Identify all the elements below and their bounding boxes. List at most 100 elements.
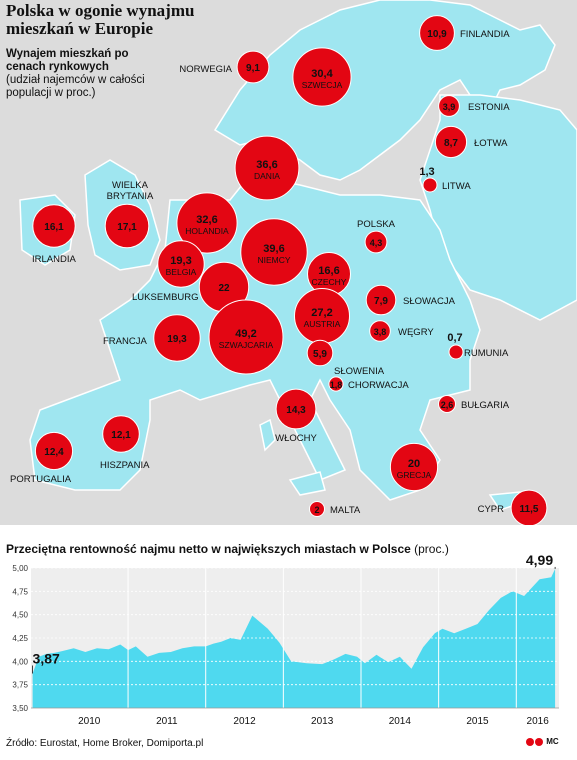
x-tick-label-2013: 2013 (311, 716, 334, 727)
y-tick-label: 4,00 (12, 657, 28, 666)
bubble-wegry (369, 320, 391, 342)
bubble-lotwa (434, 125, 468, 159)
bubble-grecja (389, 442, 439, 492)
map-subtitle-note: (udział najemców w całości populacji w p… (6, 74, 145, 99)
country-label-hiszpania: HISZPANIA (100, 460, 150, 471)
bubble-finlandia (419, 15, 455, 51)
y-tick-label: 5,00 (12, 564, 28, 573)
country-label-estonia: ESTONIA (468, 102, 510, 113)
country-label-cypr: CYPR (478, 504, 505, 515)
country-label-grecja: GRECJA (397, 470, 432, 480)
value-label-irlandia: 16,1 (44, 222, 64, 233)
x-tick-label-2010: 2010 (78, 716, 101, 727)
value-label-szwajcaria: 49,2 (235, 328, 256, 340)
bubble-wlochy (275, 388, 317, 430)
value-label-slowacja: 7,9 (374, 296, 388, 307)
value-label-cypr: 11,5 (520, 504, 539, 515)
value-label-wegry: 3,8 (374, 327, 387, 337)
publisher-logo: MC (526, 737, 559, 746)
annotation-label: 3,87 (33, 650, 60, 666)
value-label-lotwa: 8,7 (444, 138, 458, 149)
value-label-grecja: 20 (408, 458, 420, 470)
value-label-portugalia: 12,4 (44, 447, 64, 458)
value-label-belgia: 19,3 (170, 255, 191, 267)
x-tick-label-2012: 2012 (233, 716, 256, 727)
value-label-czechy: 16,6 (318, 265, 339, 277)
y-tick-label: 4,50 (12, 611, 28, 620)
bubble-szwajcaria (208, 299, 284, 375)
country-label-szwajcaria: SZWAJCARIA (219, 340, 274, 350)
country-label-lotwa: ŁOTWA (474, 138, 508, 149)
country-label-belgia: BELGIA (166, 267, 197, 277)
country-label-litwa: LITWA (442, 181, 471, 192)
y-tick-label: 3,50 (12, 704, 28, 713)
bubble-portugalia (34, 431, 74, 471)
value-label-estonia: 3,9 (443, 102, 456, 112)
bubble-niemcy (240, 218, 308, 286)
value-label-niemcy: 39,6 (263, 243, 284, 255)
bubble-litwa (422, 177, 438, 193)
line-chart-title-text: Przeciętna rentowność najmu netto w najw… (6, 542, 411, 556)
bubble-cypr (510, 489, 548, 525)
bubble-slowacja (365, 284, 397, 316)
country-label-irlandia: IRLANDIA (32, 254, 76, 265)
bubble-szwecja (292, 47, 352, 107)
country-label-luksemburg: LUKSEMBURG (132, 292, 199, 303)
value-label-polska: 4,3 (370, 238, 383, 248)
value-label-szwecja: 30,4 (311, 68, 333, 80)
country-label-slowacja: SŁOWACJA (403, 296, 456, 307)
line-chart-unit: (proc.) (414, 542, 449, 556)
country-label-niemcy: NIEMCY (257, 255, 290, 265)
value-label-chorwacja: 1,8 (330, 380, 343, 390)
country-label-portugalia: PORTUGALIA (10, 474, 72, 485)
country-label-dania: DANIA (254, 171, 280, 181)
country-label-szwecja: SZWECJA (302, 80, 343, 90)
country-label-czechy: CZECHY (312, 277, 347, 287)
country-label-chorwacja: CHORWACJA (348, 380, 409, 391)
y-tick-label: 4,25 (12, 634, 28, 643)
bubble-rumunia (448, 344, 464, 360)
bubble-belgia (157, 240, 205, 288)
x-tick-label-2016: 2016 (527, 716, 550, 727)
bubble-holandia (176, 192, 238, 254)
annotation-label: 4,99 (526, 555, 553, 568)
value-label-slowenia: 5,9 (313, 349, 327, 360)
page-title: Polska w ogonie wynajmu mieszkań w Europ… (6, 1, 195, 38)
bubble-bulgaria (438, 395, 456, 413)
country-label-austria: AUSTRIA (304, 319, 341, 329)
logo-dot-1 (526, 737, 534, 746)
country-label-holandia: HOLANDIA (185, 226, 229, 236)
logo-text: MC (546, 737, 559, 746)
country-label-wegry: WĘGRY (398, 327, 434, 338)
value-label-finlandia: 10,9 (427, 29, 447, 40)
map-subtitle: Wynajem mieszkań po cenach rynkowych (ud… (6, 48, 166, 100)
value-label-luksemburg: 22 (218, 283, 230, 294)
bubble-malta (309, 501, 325, 517)
map-subtitle-bold: Wynajem mieszkań po cenach rynkowych (6, 48, 129, 73)
logo-dot-2 (535, 737, 543, 746)
yield-area (32, 568, 556, 708)
x-tick-label-2015: 2015 (466, 716, 489, 727)
bubble-francja (153, 314, 201, 362)
country-label-norwegia: NORWEGIA (179, 64, 232, 75)
source-note: Źródło: Eurostat, Home Broker, Domiporta… (6, 738, 204, 749)
country-label-slowenia: SŁOWENIA (334, 366, 385, 377)
land-sardinia (259, 418, 276, 452)
line-chart-title: Przeciętna rentowność najmu netto w najw… (6, 542, 449, 556)
country-label-wlochy: WŁOCHY (275, 433, 317, 444)
bubble-wielka-brytania (104, 203, 150, 249)
bubble-dania (234, 135, 300, 201)
bubble-estonia (438, 95, 460, 117)
value-label-hiszpania: 12,1 (111, 430, 131, 441)
country-label-finlandia: FINLANDIA (460, 29, 510, 40)
bubble-hiszpania (102, 415, 140, 453)
value-label-rumunia: 0,7 (447, 332, 462, 344)
value-label-austria: 27,2 (311, 307, 332, 319)
x-tick-label-2014: 2014 (389, 716, 412, 727)
value-label-litwa: 1,3 (419, 166, 434, 178)
y-tick-label: 4,75 (12, 587, 28, 596)
country-label-wielka-brytania: WIELKA BRYTANIA (107, 180, 154, 202)
rent-yield-chart: 3,50 3,75 4,00 4,25 4,50 4,75 5,00 2010 2011 2012… (12, 555, 559, 727)
bubble-slowenia (306, 339, 334, 367)
